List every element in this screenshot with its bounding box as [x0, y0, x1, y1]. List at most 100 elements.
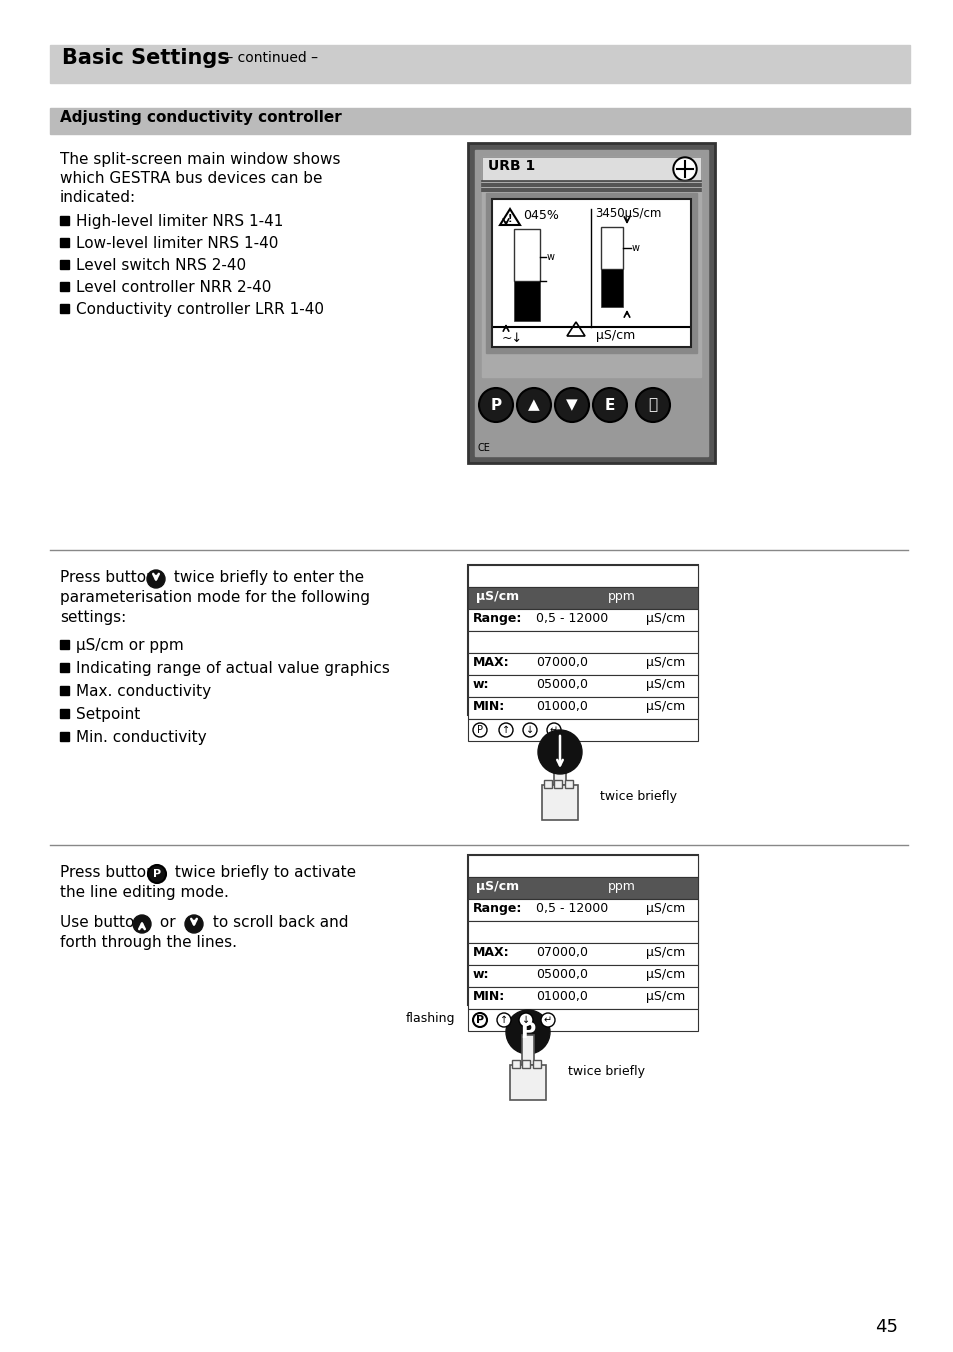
Text: μS/cm: μS/cm	[476, 589, 518, 603]
Bar	[468, 942, 698, 965]
Text: Use button: Use button	[60, 915, 149, 930]
Circle shape	[522, 723, 537, 737]
Text: twice briefly: twice briefly	[567, 1065, 644, 1078]
Text: MIN:: MIN:	[473, 990, 505, 1003]
Circle shape	[478, 388, 513, 422]
Text: – continued –: – continued –	[222, 51, 317, 65]
Bar	[600, 269, 622, 307]
Text: Adjusting conductivity controller: Adjusting conductivity controller	[60, 110, 341, 124]
Text: P: P	[490, 397, 501, 412]
Text: w: w	[631, 243, 639, 253]
Text: ~↓: ~↓	[501, 333, 522, 346]
Text: μS/cm: μS/cm	[645, 700, 684, 713]
Text: twice briefly: twice briefly	[599, 790, 677, 803]
Text: P: P	[476, 725, 482, 735]
Bar	[468, 719, 698, 741]
Text: to scroll back and: to scroll back and	[208, 915, 348, 930]
Bar	[468, 631, 698, 653]
Bar	[60, 685, 69, 695]
Text: !: !	[507, 214, 512, 224]
Bar	[468, 899, 698, 921]
Circle shape	[537, 730, 581, 773]
Bar	[510, 1065, 545, 1101]
Text: twice briefly to activate: twice briefly to activate	[170, 865, 355, 880]
Circle shape	[147, 571, 165, 588]
Text: μS/cm: μS/cm	[645, 656, 684, 669]
Text: ↓: ↓	[525, 725, 534, 735]
Text: μS/cm: μS/cm	[476, 880, 518, 894]
Bar	[50, 45, 909, 82]
Text: MIN:: MIN:	[473, 700, 505, 713]
Text: URB 1: URB 1	[488, 160, 535, 173]
Text: μS/cm: μS/cm	[645, 968, 684, 982]
Text: P: P	[152, 869, 161, 879]
Circle shape	[593, 388, 626, 422]
Circle shape	[185, 915, 203, 933]
Circle shape	[672, 157, 697, 181]
Circle shape	[148, 865, 166, 883]
Text: w: w	[546, 251, 555, 262]
Circle shape	[546, 723, 560, 737]
Bar	[481, 157, 700, 181]
Text: 045%: 045%	[522, 210, 558, 222]
Bar	[50, 108, 909, 134]
Bar	[60, 260, 69, 269]
Text: forth through the lines.: forth through the lines.	[60, 936, 236, 950]
Bar	[468, 587, 698, 608]
Circle shape	[498, 723, 513, 737]
Bar	[485, 193, 697, 353]
Text: μS/cm: μS/cm	[596, 329, 635, 342]
Text: ↵: ↵	[543, 1015, 552, 1025]
Text: μS/cm: μS/cm	[645, 612, 684, 625]
Text: P: P	[476, 1015, 483, 1025]
Bar	[521, 1060, 530, 1068]
Text: w:: w:	[473, 677, 489, 691]
Bar	[468, 854, 698, 877]
Text: 01000,0: 01000,0	[536, 990, 587, 1003]
Bar	[533, 1060, 540, 1068]
Bar	[512, 1060, 519, 1068]
Text: Level controller NRR 2-40: Level controller NRR 2-40	[76, 280, 271, 295]
Bar	[468, 987, 698, 1009]
Bar	[60, 662, 69, 672]
Bar	[514, 228, 539, 281]
Text: Conductivity controller LRR 1-40: Conductivity controller LRR 1-40	[76, 301, 324, 316]
Text: μS/cm: μS/cm	[645, 990, 684, 1003]
Text: ↵: ↵	[549, 725, 558, 735]
Bar	[468, 653, 698, 675]
Bar	[564, 780, 573, 788]
Bar	[543, 780, 552, 788]
Text: 05000,0: 05000,0	[536, 677, 587, 691]
Text: P: P	[519, 1022, 535, 1042]
Text: High-level limiter NRS 1-41: High-level limiter NRS 1-41	[76, 214, 283, 228]
Text: parameterisation mode for the following: parameterisation mode for the following	[60, 589, 370, 604]
Text: 05000,0: 05000,0	[536, 968, 587, 982]
Text: w:: w:	[473, 968, 489, 982]
Text: The split-screen main window shows: The split-screen main window shows	[60, 151, 340, 168]
Text: ⏻: ⏻	[648, 397, 657, 412]
Text: ↓: ↓	[521, 1015, 530, 1025]
Bar	[468, 143, 714, 462]
Text: Range:: Range:	[473, 902, 522, 915]
Bar	[468, 565, 698, 587]
Bar	[60, 238, 69, 247]
Bar	[475, 150, 707, 456]
Text: Low-level limiter NRS 1-40: Low-level limiter NRS 1-40	[76, 237, 278, 251]
Text: 01000,0: 01000,0	[536, 700, 587, 713]
Bar	[468, 698, 698, 719]
Circle shape	[473, 723, 486, 737]
Circle shape	[636, 388, 669, 422]
Text: settings:: settings:	[60, 610, 126, 625]
Text: Level switch NRS 2-40: Level switch NRS 2-40	[76, 258, 246, 273]
Circle shape	[555, 388, 588, 422]
Bar	[60, 304, 69, 314]
Text: Max. conductivity: Max. conductivity	[76, 684, 211, 699]
Text: Press button: Press button	[60, 571, 160, 585]
Circle shape	[497, 1013, 511, 1028]
Bar	[468, 854, 698, 1005]
Text: indicated:: indicated:	[60, 191, 136, 206]
Bar	[60, 216, 69, 224]
Bar	[468, 965, 698, 987]
Text: 0,5 - 12000: 0,5 - 12000	[536, 612, 608, 625]
Text: 07000,0: 07000,0	[536, 946, 587, 959]
